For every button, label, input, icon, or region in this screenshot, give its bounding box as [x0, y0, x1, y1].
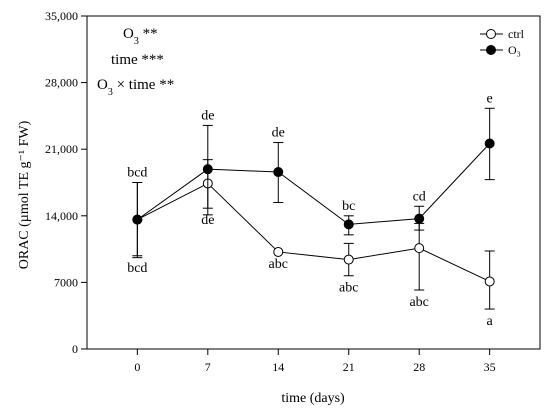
significance-annotations: O3 **time ***O3 × time ** [97, 26, 174, 98]
x-tick-label: 35 [484, 360, 496, 374]
point-label-ctrl: abc [409, 295, 428, 310]
y-tick-label: 35,000 [45, 9, 78, 23]
x-tick-label: 7 [205, 360, 211, 374]
annotation-sub: 3 [134, 36, 139, 47]
point-label-o3: de [201, 108, 214, 123]
x-tick-label: 0 [134, 360, 140, 374]
data-point [202, 164, 213, 175]
x-tick-label: 28 [413, 360, 425, 374]
x-axis-label: time (days) [281, 391, 345, 406]
annotation-rest: ** [139, 26, 158, 42]
point-label-ctrl: abc [269, 257, 288, 272]
series-line [137, 143, 491, 225]
annotation-base: O [123, 26, 134, 42]
data-point [343, 254, 354, 265]
axis-ticks: 0 7000 14,000 21,000 28,000 35,000 0 7 14 21 28 35 [45, 9, 496, 374]
data-point [414, 243, 425, 254]
series-ctrl [132, 159, 495, 310]
point-label-o3: bc [342, 199, 355, 214]
annotation-base: time *** [111, 52, 164, 68]
plot-frame [86, 15, 541, 350]
y-tick-label: 21,000 [45, 142, 78, 156]
data-point [273, 246, 284, 257]
data-point [132, 214, 143, 225]
point-label-ctrl: bcd [127, 261, 147, 276]
y-tick-label: 28,000 [45, 76, 78, 90]
data-point [484, 276, 495, 287]
data-point [414, 213, 425, 224]
annotation-base: O [97, 77, 108, 93]
y-tick-label: 7000 [54, 275, 78, 289]
legend-marker [486, 45, 496, 55]
series-line [137, 182, 490, 282]
y-axis-label: ORAC (µmol TE g⁻¹ FW) [17, 120, 32, 269]
point-label-ctrl: de [201, 213, 214, 228]
point-label-ctrl: a [487, 314, 494, 329]
data-point [273, 167, 284, 178]
series-layer [132, 107, 495, 310]
annotation-rest: × time ** [113, 77, 174, 93]
legend: ctrl O₃ [480, 27, 525, 57]
axes [86, 15, 541, 350]
x-tick-label: 14 [272, 360, 284, 374]
annotation-line: O3 ** [123, 26, 158, 47]
point-label-o3: bcd [127, 166, 147, 181]
series-o3 [132, 107, 495, 259]
annotation-line: time *** [111, 52, 164, 68]
annotation-line: O3 × time ** [97, 77, 174, 98]
legend-label: O₃ [508, 43, 521, 57]
point-label-o3: e [487, 91, 493, 106]
y-tick-label: 0 [72, 342, 78, 356]
annotation-sub: 3 [108, 87, 113, 98]
point-label-ctrl: abc [339, 281, 358, 296]
point-labels: bcd de abc abc abc a bcd de de bc cd e [127, 91, 493, 329]
y-tick-label: 14,000 [45, 209, 78, 223]
data-point [343, 219, 354, 230]
data-point [484, 138, 495, 149]
legend-marker [486, 29, 496, 39]
legend-label: ctrl [508, 27, 525, 41]
point-label-o3: cd [413, 189, 426, 204]
point-label-o3: de [272, 126, 285, 141]
x-tick-label: 21 [343, 360, 355, 374]
